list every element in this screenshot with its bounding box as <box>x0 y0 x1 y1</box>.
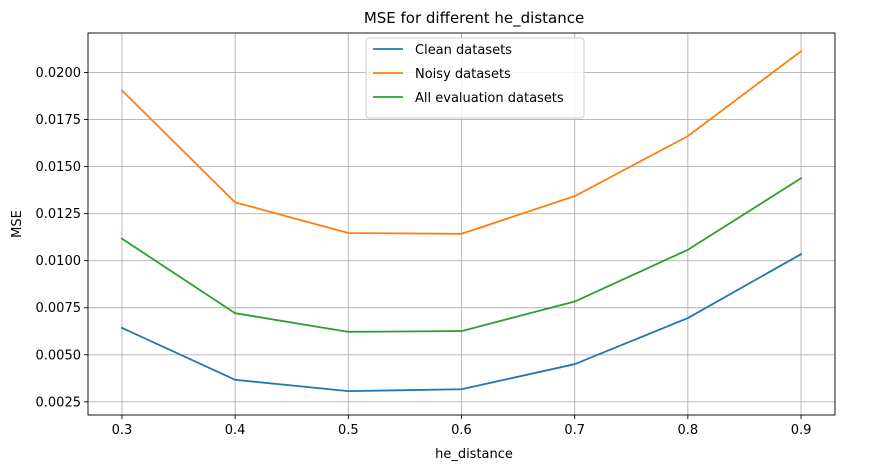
y-tick-label: 0.0125 <box>36 207 82 222</box>
y-tick-label: 0.0200 <box>36 66 82 81</box>
y-tick-label: 0.0025 <box>36 395 82 410</box>
y-tick-label: 0.0175 <box>36 113 82 128</box>
legend-label-clean-datasets: Clean datasets <box>415 43 512 58</box>
series-lines <box>120 49 803 393</box>
legend-label-all-evaluation-datasets: All evaluation datasets <box>415 91 564 106</box>
x-tick-label: 0.9 <box>791 423 812 438</box>
y-tick-label: 0.0150 <box>36 160 82 175</box>
y-tick-label: 0.0075 <box>36 301 82 316</box>
y-tick-label: 0.0100 <box>36 254 82 269</box>
x-tick-label: 0.8 <box>678 423 699 438</box>
series-line-noisy-datasets <box>120 49 803 235</box>
y-axis-title: MSE <box>10 210 25 238</box>
legend-box <box>365 37 585 119</box>
chart-title: MSE for different he_distance <box>364 9 584 28</box>
x-tick-label: 0.4 <box>225 423 246 438</box>
legend-label-noisy-datasets: Noisy datasets <box>415 67 511 82</box>
y-axis-ticks: 0.0025 0.0050 0.0075 0.0100 0.0125 0.0150 0.01… <box>36 66 88 410</box>
x-axis-ticks: 0.3 0.4 0.5 0.6 0.7 0.8 0.9 <box>112 415 812 438</box>
x-tick-label: 0.5 <box>338 423 359 438</box>
y-tick-label: 0.0050 <box>36 348 82 363</box>
x-axis-title: he_distance <box>435 447 513 462</box>
x-tick-label: 0.3 <box>112 423 133 438</box>
x-tick-label: 0.7 <box>564 423 585 438</box>
legend: Clean datasets Noisy datasets All evaluati… <box>365 37 585 119</box>
series-line-all-evaluation-datasets <box>120 177 803 333</box>
x-tick-label: 0.6 <box>451 423 472 438</box>
series-line-clean-datasets <box>120 252 803 393</box>
